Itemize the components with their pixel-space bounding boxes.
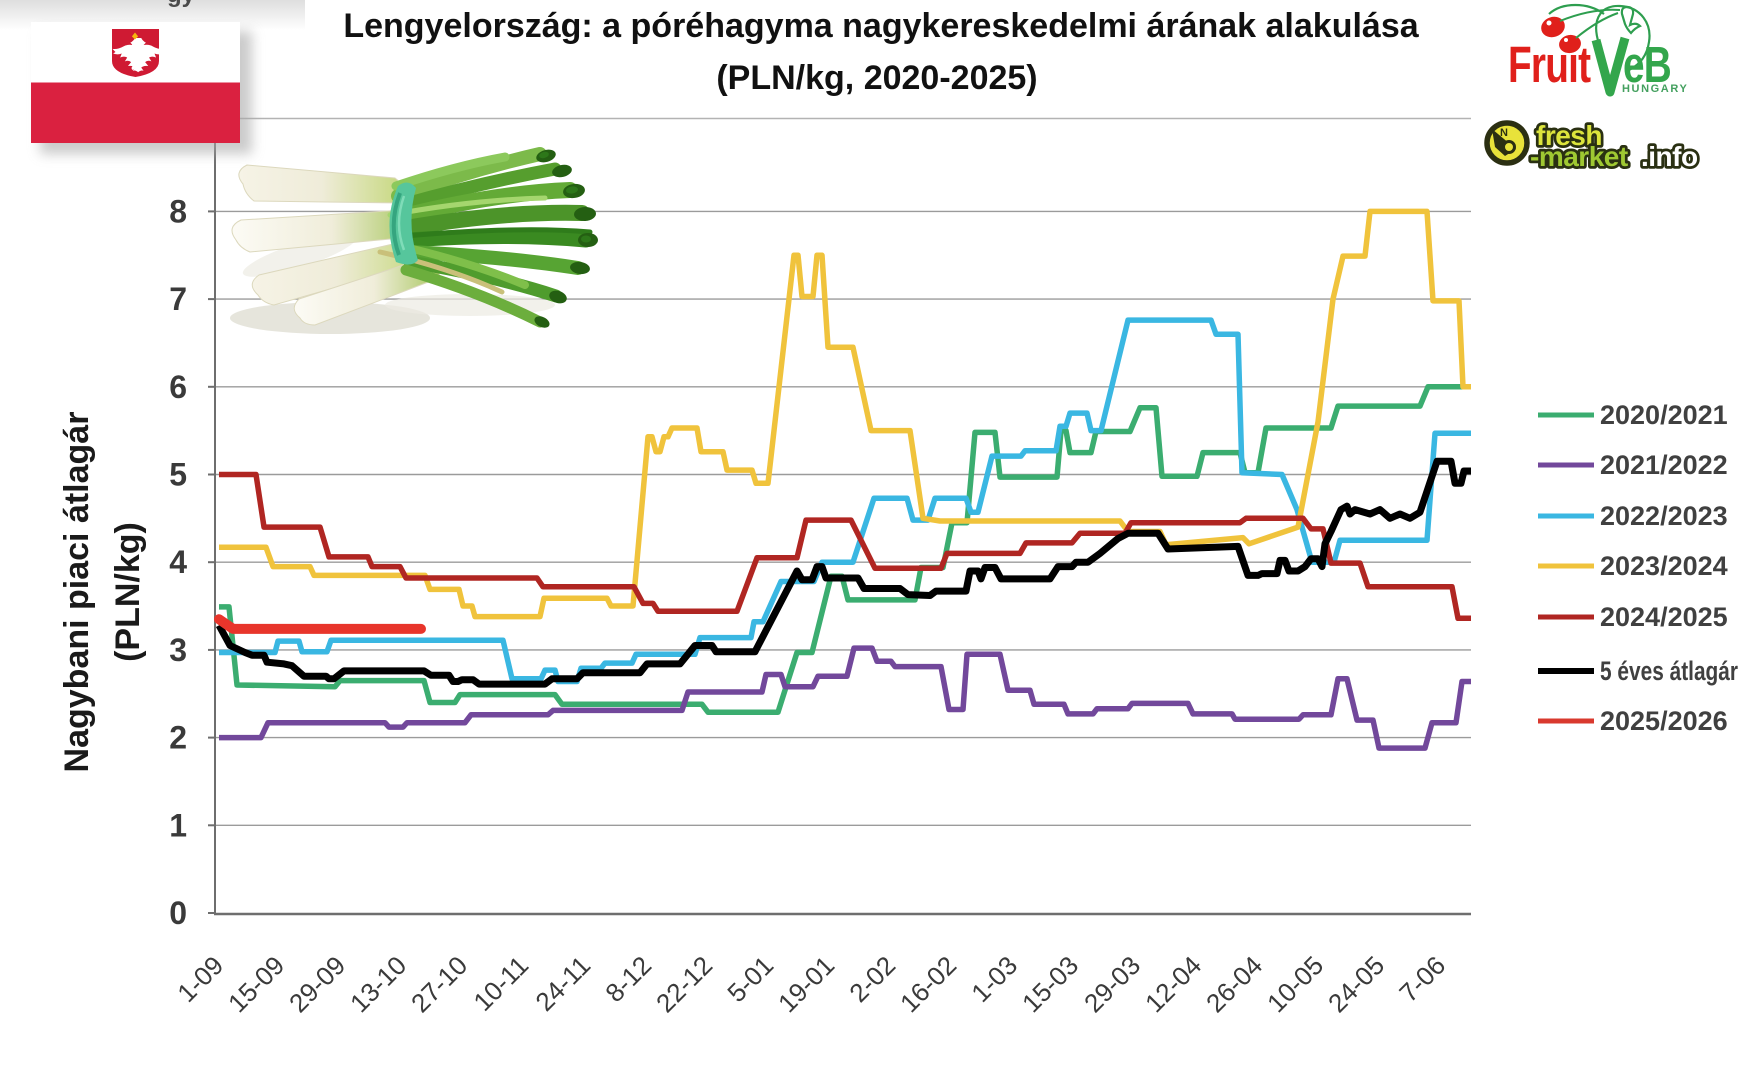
svg-text:2: 2 — [169, 720, 187, 756]
svg-text:2025/2026: 2025/2026 — [1600, 706, 1728, 736]
svg-text:-market: -market — [1530, 141, 1628, 172]
svg-text:5 éves átlagár: 5 éves átlagár — [1600, 656, 1738, 686]
svg-text:.info: .info — [1641, 141, 1698, 172]
svg-text:3: 3 — [169, 632, 187, 668]
svg-text:(PLN/kg, 2020-2025): (PLN/kg, 2020-2025) — [716, 59, 1037, 97]
svg-text:2021/2022: 2021/2022 — [1600, 450, 1728, 480]
svg-text:8: 8 — [169, 193, 187, 229]
svg-text:HUNGARY: HUNGARY — [1622, 83, 1688, 95]
svg-text:2023/2024: 2023/2024 — [1600, 551, 1728, 581]
svg-text:2022/2023: 2022/2023 — [1600, 501, 1728, 531]
svg-text:7: 7 — [169, 281, 187, 317]
svg-text:N: N — [1500, 127, 1508, 139]
svg-text:eB: eB — [1623, 36, 1671, 93]
svg-text:0: 0 — [169, 895, 187, 931]
svg-text:5: 5 — [169, 457, 187, 493]
svg-text:2020/2021: 2020/2021 — [1600, 400, 1728, 430]
svg-text:fresh: fresh — [1536, 120, 1602, 151]
svg-text:1: 1 — [169, 807, 187, 843]
svg-text:2024/2025: 2024/2025 — [1600, 602, 1728, 632]
svg-text:Nagybani piaci átlagár: Nagybani piaci átlagár — [58, 412, 96, 773]
svg-text:4: 4 — [169, 544, 187, 580]
svg-text:6: 6 — [169, 369, 187, 405]
svg-text:Lengyelország: a póréhagyma na: Lengyelország: a póréhagyma nagykeresked… — [343, 7, 1419, 45]
svg-text:(PLN/kg): (PLN/kg) — [109, 522, 147, 662]
svg-text:gy: gy — [167, 0, 196, 8]
